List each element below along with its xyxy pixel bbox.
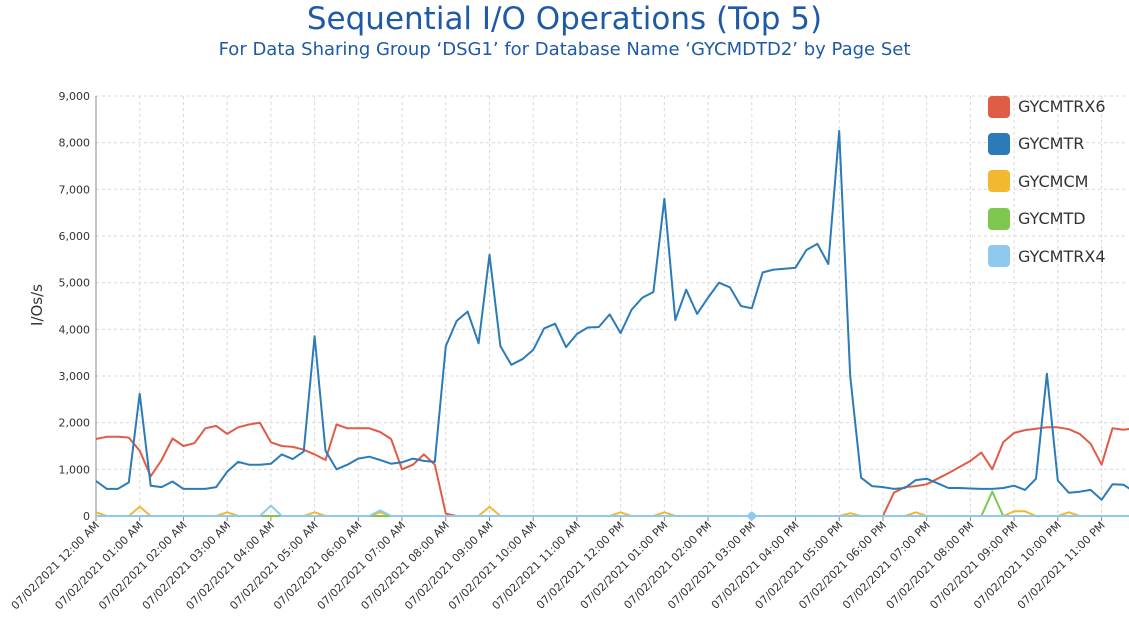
y-tick-label: 2,000 — [59, 417, 91, 430]
legend-label: GYCMCM — [1018, 171, 1089, 191]
x-tick-label: 07/02/2021 01:00 PM — [578, 519, 671, 612]
x-tick-label: 07/02/2021 09:00 PM — [927, 519, 1020, 612]
legend-swatch — [988, 245, 1010, 268]
series-line-gycmtd — [96, 490, 1129, 517]
y-tick-label: 7,000 — [59, 183, 91, 196]
x-tick-label: 07/02/2021 06:00 AM — [271, 519, 364, 612]
x-tick-label: 07/02/2021 05:00 PM — [753, 519, 846, 612]
data-point-marker — [747, 512, 756, 520]
x-tick-label: 07/02/2021 11:00 AM — [490, 519, 583, 612]
legend-item-gycmtr[interactable]: GYCMTR — [988, 132, 1128, 155]
y-tick-label: 3,000 — [59, 370, 91, 383]
x-tick-label: 07/02/2021 08:00 PM — [884, 519, 977, 612]
legend-label: GYCMTR — [1018, 134, 1085, 154]
y-tick-label: 6,000 — [59, 230, 91, 243]
y-tick-label: 1,000 — [59, 463, 91, 476]
x-tick-label: 07/02/2021 11:00 PM — [1015, 519, 1108, 612]
x-tick-label: 07/02/2021 02:00 AM — [96, 519, 189, 612]
series-line-gycmtrx4 — [96, 504, 1129, 517]
x-tick-label: 07/02/2021 12:00 AM — [9, 519, 102, 612]
legend-item-gycmtrx4[interactable]: GYCMTRX4 — [988, 245, 1128, 268]
series-lines — [95, 130, 1129, 520]
legend-item-gycmtd[interactable]: GYCMTD — [988, 207, 1128, 230]
x-tick-label: 07/02/2021 10:00 AM — [446, 519, 539, 612]
y-tick-label: 5,000 — [59, 277, 91, 290]
y-axis-label: I/Os/s — [28, 284, 46, 326]
y-tick-label: 8,000 — [59, 137, 91, 150]
legend: GYCMTRX6 GYCMTR GYCMCM GYCMTD GYCMTRX4 — [988, 95, 1128, 282]
legend-swatch — [988, 95, 1010, 118]
y-axis: 0 1,000 2,000 3,000 4,000 5,000 6,000 7,000 8,00… — [59, 90, 97, 523]
x-tick-label: 07/02/2021 05:00 AM — [227, 519, 320, 612]
y-tick-label: 9,000 — [59, 90, 91, 103]
x-tick-label: 07/02/2021 08:00 AM — [358, 519, 451, 612]
chart-title: Sequential I/O Operations (Top 5) — [306, 1, 823, 37]
series-line-gycmtr — [95, 130, 1129, 501]
legend-swatch — [988, 132, 1010, 155]
x-tick-label: 07/02/2021 01:00 AM — [52, 519, 145, 612]
legend-swatch — [988, 207, 1010, 230]
legend-swatch — [988, 170, 1010, 193]
series-line-gycmcm — [95, 505, 1129, 517]
x-tick-label: 07/02/2021 07:00 AM — [315, 519, 408, 612]
x-tick-label: 07/02/2021 07:00 PM — [840, 519, 933, 612]
y-tick-label: 0 — [83, 510, 90, 523]
legend-label: GYCMTRX4 — [1018, 246, 1106, 266]
x-tick-label: 07/02/2021 10:00 PM — [971, 519, 1064, 612]
x-tick-label: 07/02/2021 04:00 PM — [709, 519, 802, 612]
x-tick-label: 07/02/2021 06:00 PM — [796, 519, 889, 612]
x-tick-label: 07/02/2021 12:00 PM — [534, 519, 627, 612]
legend-item-gycmcm[interactable]: GYCMCM — [988, 170, 1128, 193]
grid-lines — [95, 95, 1128, 516]
chart-subtitle: For Data Sharing Group ‘DSG1’ for Databa… — [218, 39, 911, 60]
legend-label: GYCMTRX6 — [1018, 97, 1106, 116]
legend-item-gycmtrx6[interactable]: GYCMTRX6 — [988, 95, 1128, 118]
legend-label: GYCMTD — [1018, 209, 1086, 229]
x-tick-label: 07/02/2021 03:00 PM — [665, 519, 758, 612]
series-line-gycmtrx6 — [95, 421, 1129, 517]
x-tick-label: 07/02/2021 03:00 AM — [140, 519, 233, 612]
y-tick-label: 4,000 — [59, 323, 91, 336]
x-tick-label: 07/02/2021 04:00 AM — [184, 519, 277, 612]
x-tick-label: 07/02/2021 02:00 PM — [621, 519, 714, 612]
x-tick-label: 07/02/2021 09:00 AM — [402, 519, 495, 612]
